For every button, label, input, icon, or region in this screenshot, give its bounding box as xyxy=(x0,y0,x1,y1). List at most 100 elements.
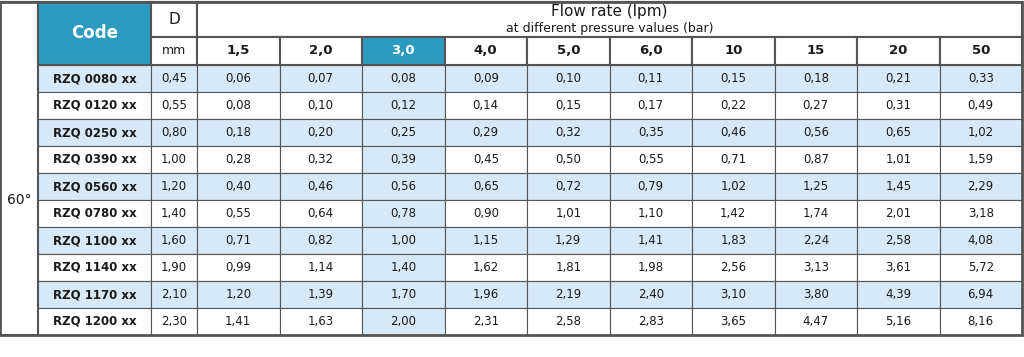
Bar xyxy=(939,200,1022,227)
Text: 0,07: 0,07 xyxy=(308,72,334,85)
Text: 5,16: 5,16 xyxy=(885,315,911,328)
Bar xyxy=(197,173,280,200)
Bar xyxy=(692,281,774,308)
Text: 0,72: 0,72 xyxy=(555,180,582,193)
Bar xyxy=(38,227,151,254)
Bar xyxy=(857,146,939,173)
Bar xyxy=(774,92,857,119)
Bar xyxy=(280,254,362,281)
Bar xyxy=(857,37,939,65)
Bar xyxy=(362,65,444,92)
Bar xyxy=(197,308,280,335)
Text: RZQ 0250 xx: RZQ 0250 xx xyxy=(52,126,136,139)
Bar xyxy=(527,119,609,146)
Bar xyxy=(774,281,857,308)
Bar xyxy=(197,200,280,227)
Text: 0,10: 0,10 xyxy=(555,72,582,85)
Bar xyxy=(151,308,197,335)
Text: 2,29: 2,29 xyxy=(968,180,994,193)
Text: 0,65: 0,65 xyxy=(886,126,911,139)
Text: 0,25: 0,25 xyxy=(390,126,416,139)
Text: RZQ 0560 xx: RZQ 0560 xx xyxy=(52,180,136,193)
Text: 1,00: 1,00 xyxy=(161,153,187,166)
Text: 20: 20 xyxy=(889,45,907,57)
Text: 0,31: 0,31 xyxy=(886,99,911,112)
Bar xyxy=(444,119,527,146)
Bar xyxy=(444,200,527,227)
Text: 2,01: 2,01 xyxy=(885,207,911,220)
Text: 1,96: 1,96 xyxy=(473,288,499,301)
Bar xyxy=(939,146,1022,173)
Text: 6,94: 6,94 xyxy=(968,288,994,301)
Bar xyxy=(444,92,527,119)
Text: D: D xyxy=(168,12,180,27)
Bar xyxy=(362,146,444,173)
Bar xyxy=(609,92,692,119)
Bar xyxy=(197,227,280,254)
Text: 0,10: 0,10 xyxy=(308,99,334,112)
Bar xyxy=(609,200,692,227)
Text: RZQ 1140 xx: RZQ 1140 xx xyxy=(52,261,136,274)
Bar xyxy=(939,37,1022,65)
Bar xyxy=(38,65,151,92)
Bar xyxy=(151,2,197,37)
Text: 1,42: 1,42 xyxy=(720,207,746,220)
Text: RZQ 1170 xx: RZQ 1170 xx xyxy=(52,288,136,301)
Text: 1,62: 1,62 xyxy=(473,261,499,274)
Text: 0,49: 0,49 xyxy=(968,99,994,112)
Text: 0,82: 0,82 xyxy=(308,234,334,247)
Bar xyxy=(774,308,857,335)
Bar xyxy=(38,2,151,65)
Text: 0,33: 0,33 xyxy=(968,72,993,85)
Text: 0,18: 0,18 xyxy=(803,72,828,85)
Bar xyxy=(939,254,1022,281)
Bar xyxy=(857,173,939,200)
Bar xyxy=(197,92,280,119)
Bar xyxy=(362,308,444,335)
Text: 0,32: 0,32 xyxy=(555,126,582,139)
Bar xyxy=(280,173,362,200)
Text: 0,08: 0,08 xyxy=(390,72,416,85)
Text: 1,10: 1,10 xyxy=(638,207,664,220)
Text: RZQ 0780 xx: RZQ 0780 xx xyxy=(52,207,136,220)
Text: 0,78: 0,78 xyxy=(390,207,416,220)
Bar xyxy=(280,227,362,254)
Text: 0,22: 0,22 xyxy=(720,99,746,112)
Bar xyxy=(444,173,527,200)
Text: 1,20: 1,20 xyxy=(161,180,187,193)
Bar xyxy=(692,200,774,227)
Text: 3,0: 3,0 xyxy=(391,45,415,57)
Text: 3,65: 3,65 xyxy=(720,315,746,328)
Text: 2,0: 2,0 xyxy=(309,45,333,57)
Text: Code: Code xyxy=(71,25,118,42)
Text: 2,56: 2,56 xyxy=(720,261,746,274)
Text: 0,46: 0,46 xyxy=(720,126,746,139)
Bar xyxy=(38,281,151,308)
Bar xyxy=(151,227,197,254)
Bar xyxy=(609,173,692,200)
Bar xyxy=(527,37,609,65)
Text: 1,39: 1,39 xyxy=(307,288,334,301)
Bar xyxy=(692,254,774,281)
Bar xyxy=(939,281,1022,308)
Bar xyxy=(444,281,527,308)
Bar xyxy=(692,37,774,65)
Text: 4,47: 4,47 xyxy=(803,315,828,328)
Bar xyxy=(280,281,362,308)
Bar xyxy=(857,281,939,308)
Bar xyxy=(857,254,939,281)
Bar xyxy=(939,92,1022,119)
Text: RZQ 0080 xx: RZQ 0080 xx xyxy=(52,72,136,85)
Bar xyxy=(444,146,527,173)
Bar xyxy=(280,37,362,65)
Text: 0,27: 0,27 xyxy=(803,99,828,112)
Text: 1,59: 1,59 xyxy=(968,153,994,166)
Text: mm: mm xyxy=(162,45,186,57)
Text: 2,30: 2,30 xyxy=(161,315,187,328)
Bar xyxy=(362,37,444,65)
Bar xyxy=(609,227,692,254)
Text: 0,90: 0,90 xyxy=(473,207,499,220)
Text: 50: 50 xyxy=(972,45,990,57)
Text: 0,18: 0,18 xyxy=(225,126,251,139)
Bar xyxy=(527,146,609,173)
